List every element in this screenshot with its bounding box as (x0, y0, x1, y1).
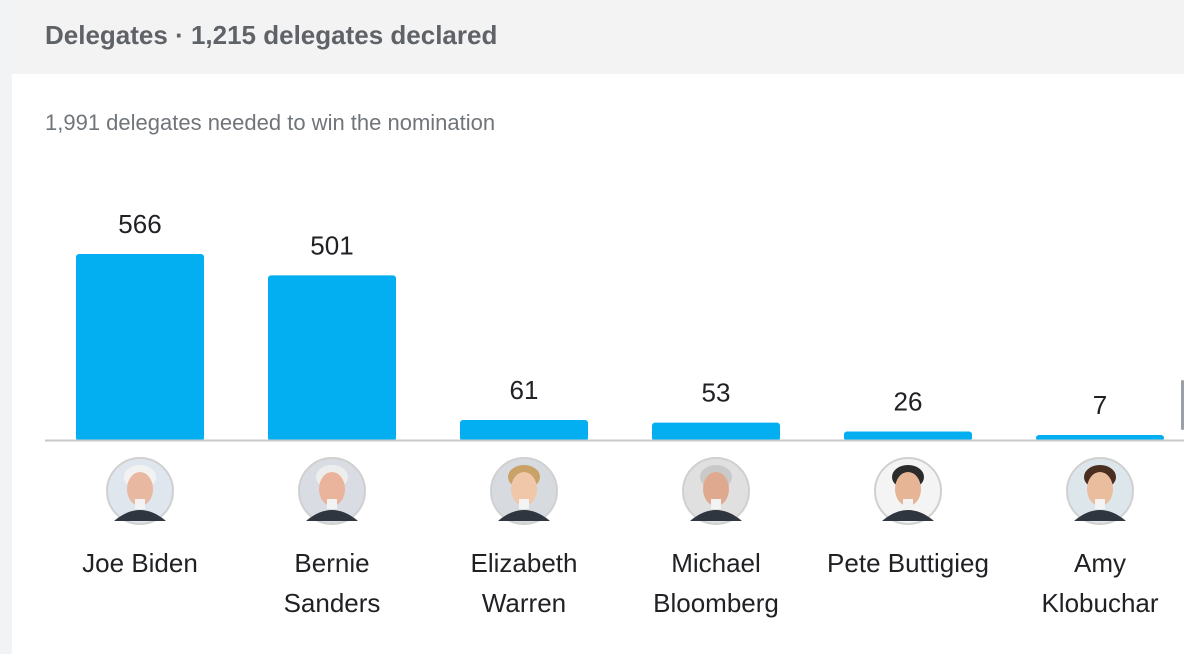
candidate-name: Joe Biden (82, 548, 198, 578)
candidate-name: Amy (1074, 548, 1126, 578)
left-edge-strip (0, 0, 12, 654)
candidate-name: Michael (671, 548, 761, 578)
next-candidate-peek[interactable] (1181, 380, 1184, 430)
bar-value-label: 7 (1093, 390, 1107, 420)
bar-joe-biden (76, 254, 204, 441)
bar-value-label: 501 (310, 230, 353, 260)
candidate-avatar (106, 457, 174, 525)
bar-value-label: 53 (702, 378, 731, 408)
bar-value-label: 26 (894, 386, 923, 416)
bar-elizabeth-warren (460, 419, 588, 441)
candidate-avatar (1066, 457, 1134, 525)
bar-michael-bloomberg (652, 422, 780, 441)
bar-bernie-sanders (268, 275, 396, 441)
candidate-avatar (298, 457, 366, 525)
bar-pete-buttigieg (844, 431, 972, 441)
candidate-name: Klobuchar (1041, 588, 1158, 618)
candidate-name: Sanders (284, 588, 381, 618)
candidate-name: Elizabeth (471, 548, 578, 578)
candidate-name: Warren (482, 588, 566, 618)
bar-value-label: 61 (510, 375, 539, 405)
candidate-avatar (682, 457, 750, 525)
candidate-name: Bloomberg (653, 588, 779, 618)
chart-subtitle: 1,991 delegates needed to win the nomina… (45, 110, 496, 135)
candidate-name: Pete Buttigieg (827, 548, 989, 578)
card-title: Delegates · 1,215 delegates declared (45, 20, 498, 50)
bar-value-label: 566 (118, 209, 161, 239)
candidate-avatar (490, 457, 558, 525)
candidate-avatar (874, 457, 942, 525)
card-header: Delegates · 1,215 delegates declared (12, 0, 1184, 74)
candidate-name: Bernie (294, 548, 369, 578)
